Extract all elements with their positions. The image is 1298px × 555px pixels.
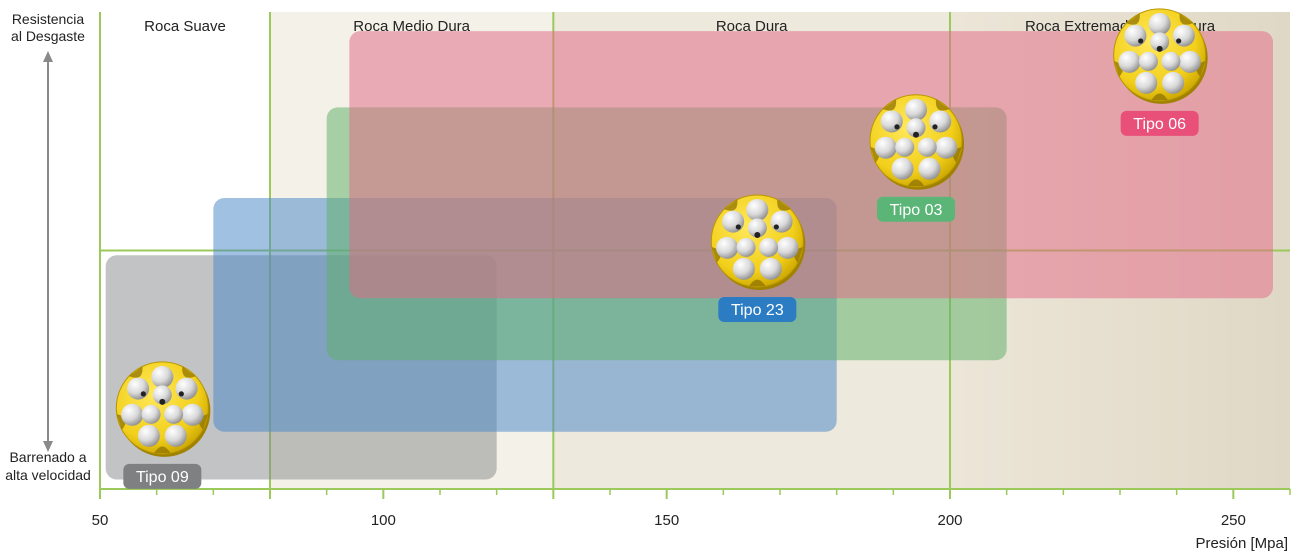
bit-button — [1118, 50, 1141, 73]
bit-button-inner — [906, 118, 926, 138]
x-tick-label-250: 250 — [1221, 512, 1246, 529]
bit-flush-hole — [735, 224, 741, 230]
bit-button — [732, 257, 755, 280]
bit-button — [1162, 71, 1185, 94]
bit-button — [181, 403, 204, 426]
drill-bit-icon-tipo-03 — [869, 94, 964, 190]
drill-bit-icon-tipo-09 — [115, 361, 211, 457]
bit-flush-hole — [894, 124, 900, 130]
badge-label-tipo-09: Tipo 09 — [136, 469, 189, 486]
bit-groove — [907, 179, 925, 187]
bit-button-inner — [164, 404, 184, 424]
bit-button — [137, 424, 160, 447]
bit-flush-hole — [932, 124, 938, 130]
bit-button-inner — [1138, 51, 1158, 71]
bit-groove — [182, 366, 196, 378]
bit-button — [759, 257, 782, 280]
bit-flush-hole — [159, 398, 166, 405]
drill-bit-icon-tipo-23 — [710, 194, 806, 290]
bit-groove — [749, 279, 766, 287]
bit-button — [874, 136, 897, 159]
y-axis-arrow-down — [43, 441, 53, 452]
badge-label-tipo-23: Tipo 23 — [731, 302, 784, 319]
bit-button — [1172, 24, 1195, 47]
y-label-top: Resistencia al Desgaste — [11, 11, 85, 44]
bit-groove — [129, 366, 143, 378]
bit-flush-hole — [140, 391, 146, 397]
bit-flush-hole — [1176, 38, 1182, 44]
bit-flush-hole — [1138, 38, 1144, 44]
bit-button — [770, 210, 793, 233]
bit-button — [746, 198, 769, 221]
bit-button — [776, 236, 799, 259]
bit-button — [175, 377, 198, 400]
y-label-bottom: Barrenado a alta velocidad — [5, 449, 91, 483]
x-axis-label: Presión [Mpa] — [1195, 535, 1288, 552]
bit-groove — [724, 199, 738, 211]
bit-flush-hole — [754, 231, 761, 238]
bit-groove — [1151, 93, 1168, 101]
bit-button-inner — [759, 237, 779, 257]
bit-button — [935, 136, 958, 159]
bit-button — [905, 98, 927, 121]
y-axis-arrow-up — [43, 51, 53, 62]
bit-button-inner — [736, 237, 756, 257]
drill-bit-icon-tipo-06 — [1113, 8, 1208, 104]
bit-button-inner — [1161, 51, 1181, 71]
x-tick-label-100: 100 — [371, 512, 396, 529]
badge-tipo-06 — [1120, 110, 1199, 136]
bit-groove — [154, 446, 171, 454]
bit-button — [1135, 71, 1158, 94]
bit-button-inner — [917, 137, 937, 157]
badge-label-tipo-06: Tipo 06 — [1133, 116, 1186, 133]
bit-groove — [1126, 13, 1140, 25]
bit-button — [1178, 50, 1201, 73]
x-tick-label-50: 50 — [92, 512, 109, 529]
range-tipo-06 — [349, 31, 1273, 299]
zone-label-roca-suave: Roca Suave — [144, 18, 226, 35]
bit-flush-hole — [773, 224, 779, 230]
bit-button-inner — [895, 137, 915, 157]
zone-label-roca-dura: Roca Dura — [716, 18, 788, 35]
x-tick-label-200: 200 — [937, 512, 962, 529]
bit-groove — [777, 199, 791, 211]
bit-button — [891, 157, 914, 180]
bit-groove — [882, 99, 897, 111]
zone-label-roca-medio-dura: Roca Medio Dura — [353, 18, 470, 35]
bit-button-inner — [152, 385, 172, 405]
bit-button — [127, 377, 150, 400]
icons-layer: Tipo 09 Tipo 23 Tipo 03 Tipo 06 — [115, 8, 1208, 489]
bit-flush-hole — [1156, 45, 1163, 52]
badge-label-tipo-03: Tipo 03 — [890, 202, 943, 219]
bit-button — [918, 157, 941, 180]
bit-button-inner — [747, 218, 767, 238]
badge-tipo-23 — [718, 296, 797, 322]
bit-button — [151, 365, 174, 388]
bit-button — [880, 110, 903, 133]
badge-tipo-09 — [123, 463, 202, 489]
bit-button — [1124, 24, 1147, 47]
bit-flush-hole — [913, 131, 919, 138]
bit-flush-hole — [178, 391, 184, 397]
x-tick-label-150: 150 — [654, 512, 679, 529]
bit-button — [1148, 12, 1171, 35]
bit-groove — [1179, 13, 1193, 25]
bit-button-inner — [1150, 32, 1170, 52]
badge-tipo-03 — [877, 196, 955, 222]
bit-button — [716, 236, 739, 259]
bit-button — [164, 424, 187, 447]
bit-groove — [935, 99, 950, 111]
bit-button-inner — [141, 404, 161, 424]
axis-layer: Resistencia al Desgaste Barrenado a alta v… — [5, 11, 1288, 552]
bit-button — [121, 403, 144, 426]
bit-button — [722, 210, 745, 233]
bit-button — [929, 110, 952, 133]
